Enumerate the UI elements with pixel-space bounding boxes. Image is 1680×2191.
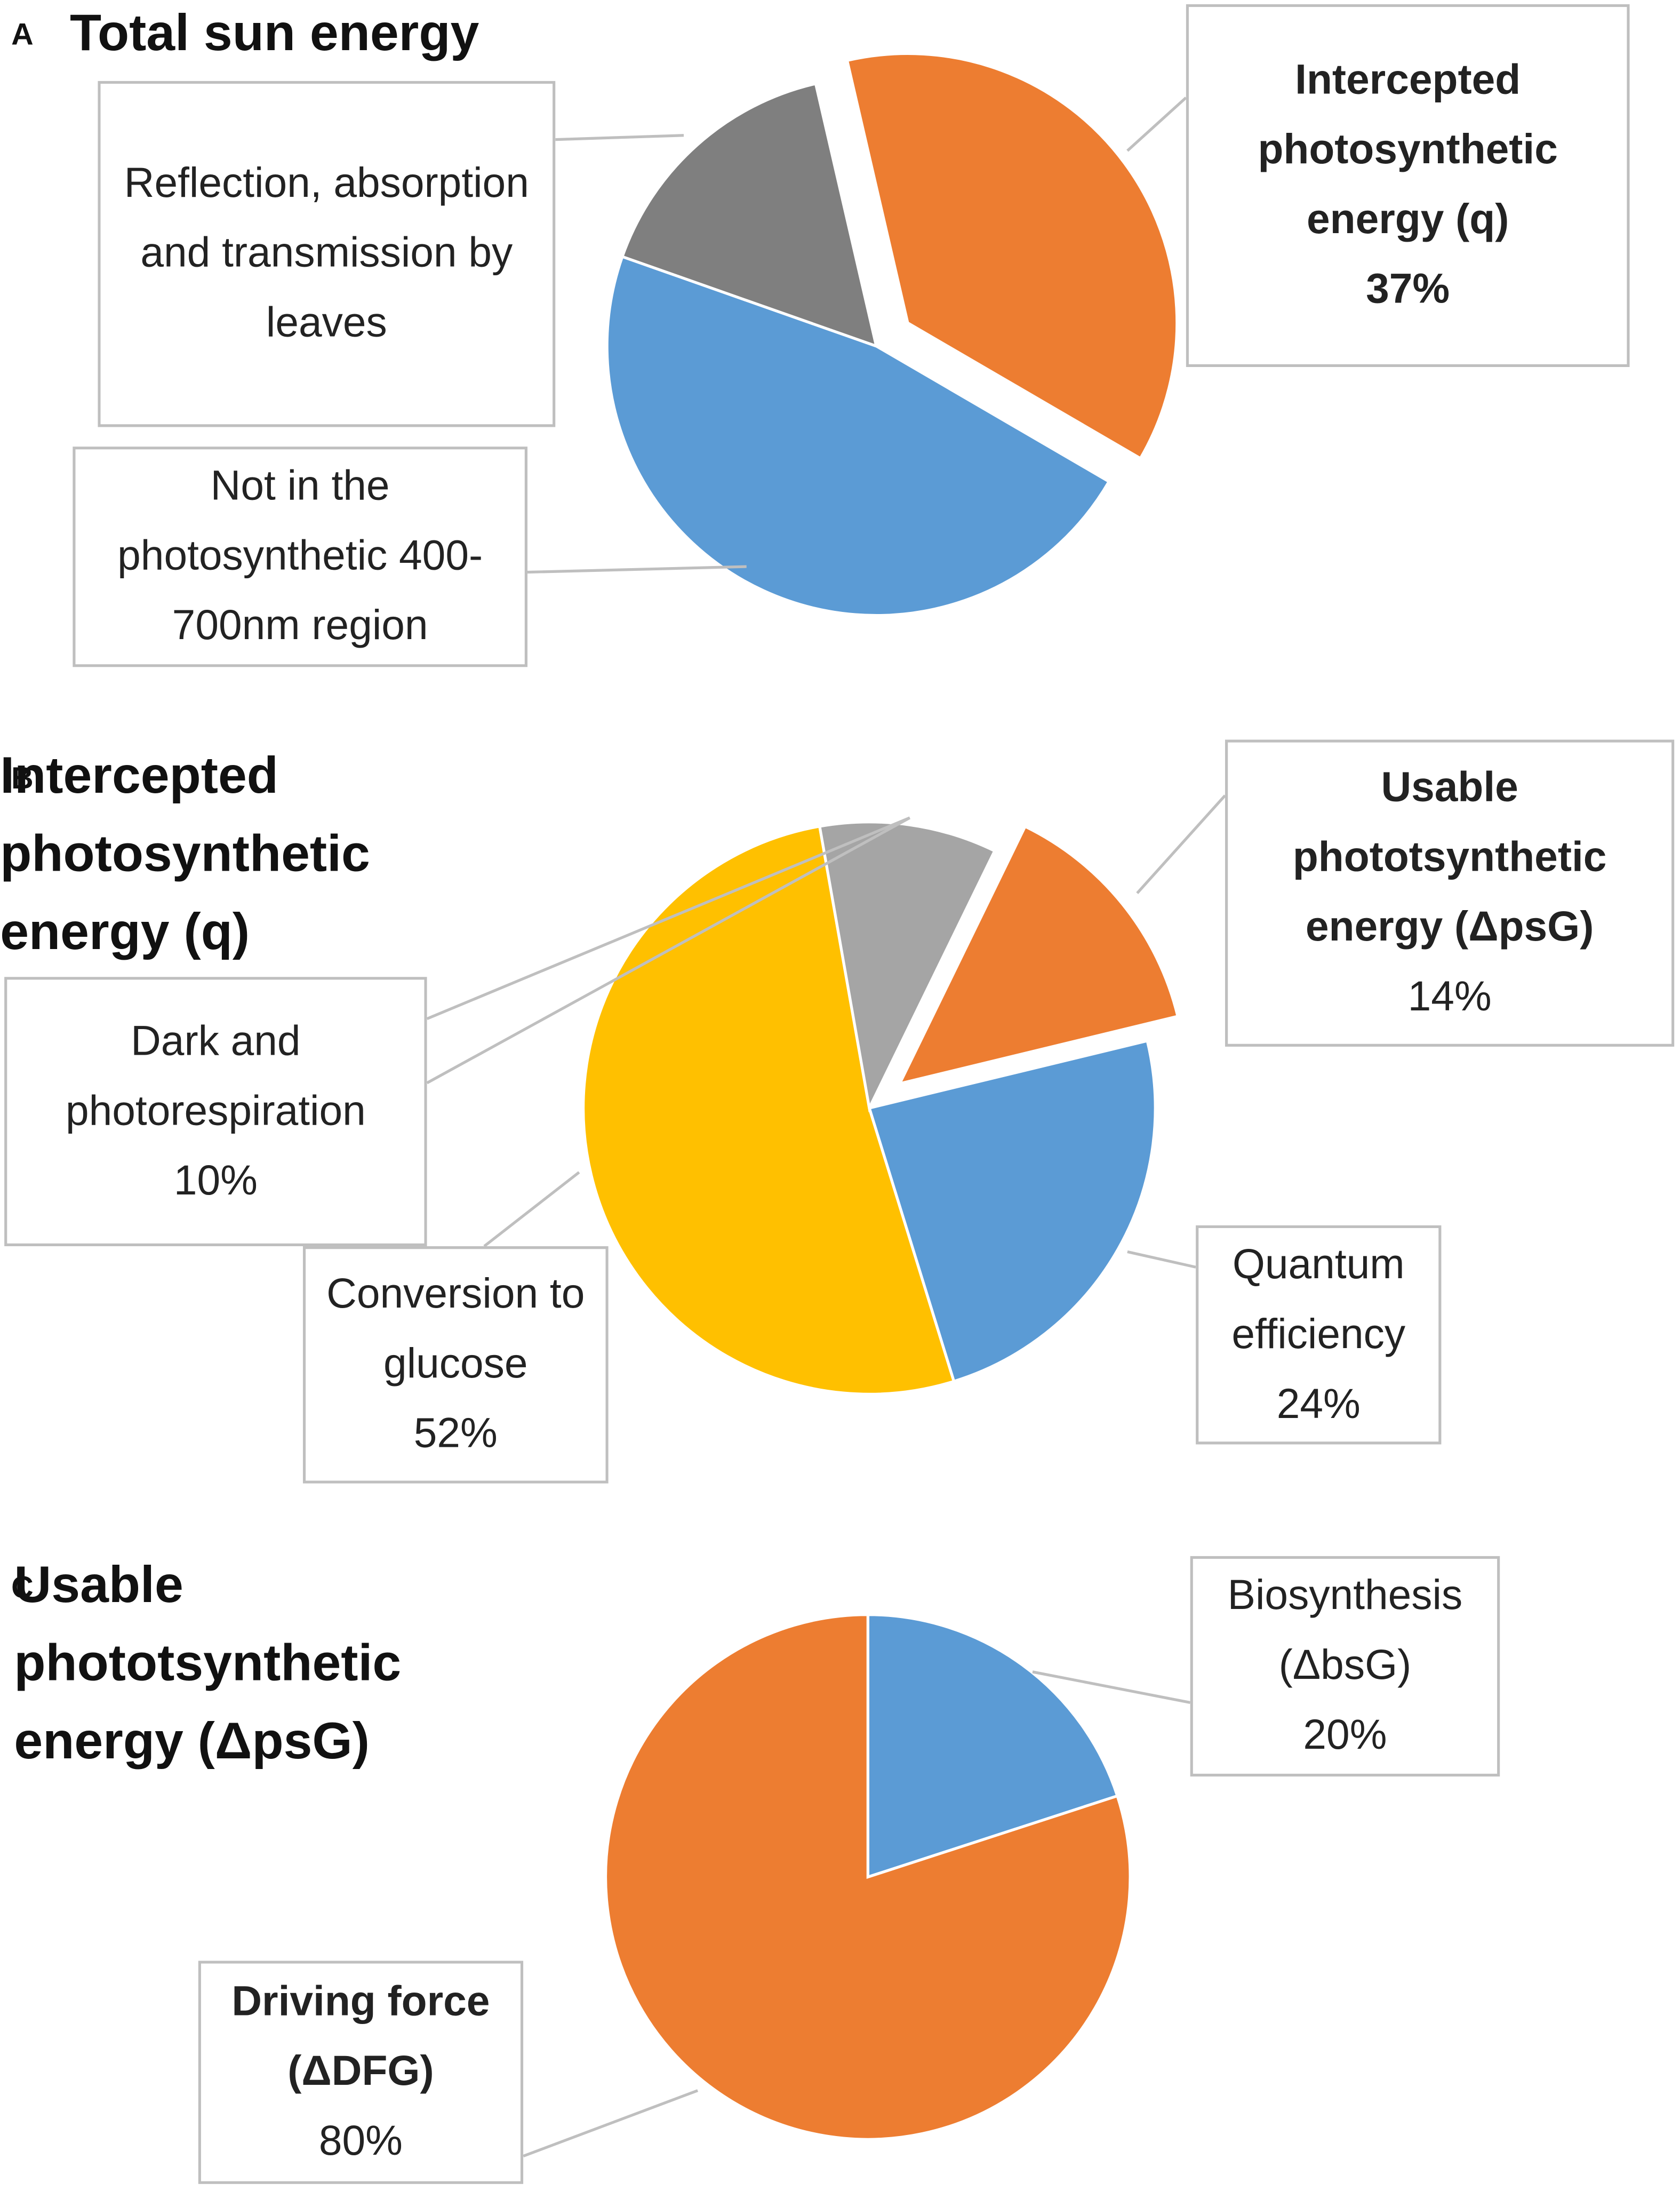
value-label: 52% bbox=[413, 1411, 498, 1457]
category-label: Intercepted photosynthetic energy (q) bbox=[1258, 57, 1558, 243]
category-label: Usable phototsynthetic energy (ΔpsG) bbox=[1292, 764, 1607, 951]
leader-line bbox=[426, 816, 911, 1085]
value-label: 37% bbox=[1366, 266, 1450, 313]
data-label: Dark and photorespiration 10% bbox=[4, 977, 427, 1247]
label-box: Intercepted photosynthetic energy (q) 37% bbox=[1186, 4, 1630, 367]
leader-line bbox=[523, 2089, 699, 2158]
category-label: Biosynthesis (ΔbsG) bbox=[1227, 1573, 1463, 1689]
pie-slice bbox=[605, 254, 1111, 617]
leader-line bbox=[483, 1171, 580, 1248]
data-label: Conversion to glucose 52% bbox=[302, 1246, 609, 1484]
data-label: Reflection, absorption and transmission … bbox=[98, 81, 556, 427]
value-label: 10% bbox=[173, 1157, 258, 1204]
label-box: Not in the photosynthetic 400-700nm regi… bbox=[73, 447, 528, 667]
category-label: Dark and photorespiration bbox=[65, 1018, 366, 1134]
pie-slice bbox=[582, 824, 956, 1396]
value-label: 14% bbox=[1407, 974, 1492, 1021]
chart-title-text: Intercepted photosynthetic energy (q) bbox=[0, 746, 370, 960]
category-label: Not in the photosynthetic 400-700nm regi… bbox=[117, 463, 483, 649]
label-box: Quantum efficiency 24% bbox=[1196, 1225, 1442, 1445]
data-label: Biosynthesis (ΔbsG) 20% bbox=[1190, 1556, 1500, 1777]
label-box: Usable phototsynthetic energy (ΔpsG) 14% bbox=[1225, 739, 1675, 1047]
category-label: Quantum efficiency bbox=[1231, 1241, 1406, 1357]
chart-title: Total sun energy bbox=[70, 4, 479, 62]
label-box: Reflection, absorption and transmission … bbox=[98, 81, 556, 427]
data-label: Driving force (ΔDFG) 80% bbox=[198, 1961, 524, 2184]
pie-slice bbox=[867, 1039, 1157, 1383]
category-label: Reflection, absorption and transmission … bbox=[124, 160, 529, 346]
leader-line bbox=[527, 565, 747, 574]
panel-letter: A bbox=[11, 18, 34, 52]
panel-letter: B bbox=[11, 761, 34, 795]
label-box: Biosynthesis (ΔbsG) 20% bbox=[1190, 1556, 1500, 1777]
chart-title-text: Usable phototsynthetic energy (ΔpsG) bbox=[14, 1556, 402, 1770]
data-label: Usable phototsynthetic energy (ΔpsG) 14% bbox=[1225, 739, 1675, 1047]
chart-title: Intercepted photosynthetic energy (q) bbox=[0, 746, 370, 960]
label-box: Conversion to glucose 52% bbox=[302, 1246, 609, 1484]
label-box: Driving force (ΔDFG) 80% bbox=[198, 1961, 524, 2184]
pie-slice bbox=[620, 82, 878, 348]
leader-line bbox=[1032, 1670, 1191, 1704]
panel-letter: C bbox=[11, 1571, 34, 1605]
pie-slice bbox=[897, 824, 1180, 1086]
data-label: Not in the photosynthetic 400-700nm regi… bbox=[73, 447, 528, 667]
value-label: 24% bbox=[1276, 1381, 1361, 1427]
chart-title: Usable phototsynthetic energy (ΔpsG) bbox=[14, 1556, 402, 1770]
data-label: Intercepted photosynthetic energy (q) 37% bbox=[1186, 4, 1630, 367]
label-box: Dark and photorespiration 10% bbox=[4, 977, 427, 1247]
pie-slice bbox=[818, 820, 997, 1113]
chart-title-text: Total sun energy bbox=[70, 4, 479, 62]
leader-line bbox=[1126, 97, 1187, 152]
category-label: Driving force (ΔDFG) bbox=[231, 1979, 490, 2095]
value-label: 20% bbox=[1303, 1712, 1387, 1759]
category-label: Conversion to glucose bbox=[326, 1271, 585, 1388]
leader-line bbox=[555, 134, 684, 141]
value-label: 80% bbox=[318, 2118, 403, 2165]
pie-slice bbox=[604, 1613, 1132, 2141]
leader-line bbox=[1136, 794, 1226, 894]
pie-slice bbox=[866, 1613, 1119, 1879]
pie-slice bbox=[845, 52, 1179, 460]
leader-line bbox=[1127, 1250, 1196, 1269]
data-label: Quantum efficiency 24% bbox=[1196, 1225, 1442, 1445]
